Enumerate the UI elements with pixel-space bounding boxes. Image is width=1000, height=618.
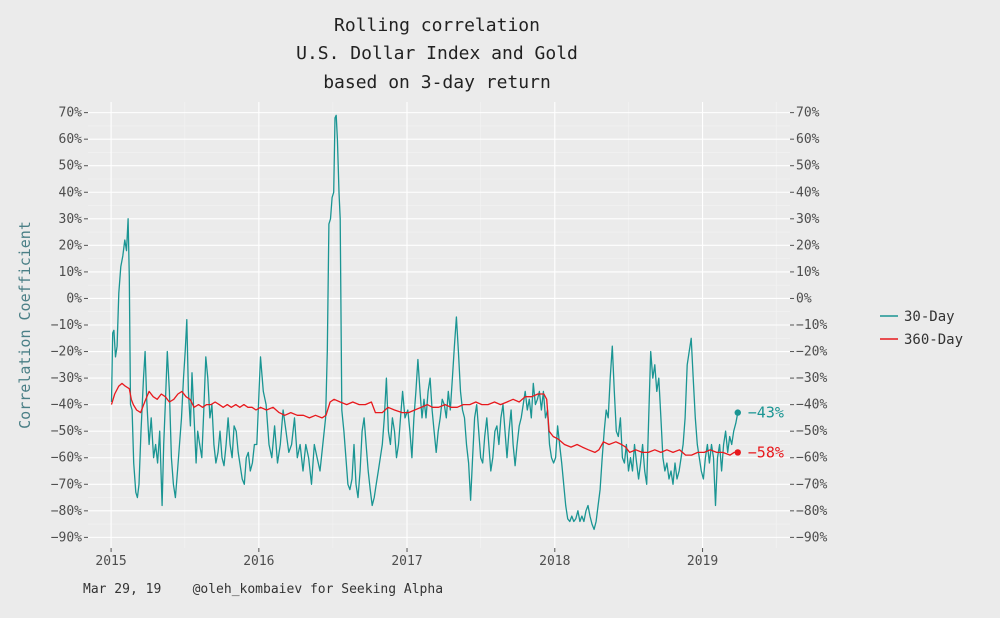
y-tick-label-right: −60% (796, 451, 827, 466)
y-tick-label-right: 20% (796, 238, 820, 253)
y-tick-label-right: 0% (796, 291, 812, 306)
x-tick-label: 2015 (95, 554, 126, 569)
y-tick-label: −50% (51, 424, 82, 439)
y-tick-label: −80% (51, 504, 82, 519)
y-tick-label: 50% (59, 159, 83, 174)
y-tick-label-right: −50% (796, 424, 827, 439)
y-axis-right: 70% 60% 50% 40% 30% 20% 10% 0% −10% −20% −30% −40% −… (790, 106, 827, 545)
x-tick-label: 2018 (539, 554, 570, 569)
y-tick-label: −70% (51, 477, 82, 492)
x-tick-label: 2016 (243, 554, 274, 569)
y-tick-label: −10% (51, 318, 82, 333)
y-tick-label-right: −20% (796, 345, 827, 360)
y-tick-label-right: 50% (796, 159, 820, 174)
caption: Mar 29, 19 @oleh_kombaiev for Seeking Al… (83, 582, 444, 597)
y-tick-label: −30% (51, 371, 82, 386)
y-tick-label: −90% (51, 530, 82, 545)
series-line-30-day (110, 114, 739, 531)
y-tick-label: 0% (66, 291, 82, 306)
y-axis-left: 70% 60% 50% 40% 30% 20% 10% 0% −10% −20% −30% −40% −… (51, 106, 88, 545)
y-tick-label: −40% (51, 398, 82, 413)
end-point-30-day (734, 409, 741, 416)
series-lines (110, 114, 739, 531)
y-tick-label-right: −90% (796, 530, 827, 545)
y-axis-label: Correlation Coefficient (16, 221, 34, 429)
end-value-labels: −43% −58% (734, 404, 784, 461)
y-tick-label-right: 40% (796, 185, 820, 200)
y-tick-label-right: −70% (796, 477, 827, 492)
legend-label-360-day: 360-Day (904, 332, 963, 348)
y-tick-label: 30% (59, 212, 83, 227)
y-tick-label-right: 60% (796, 132, 820, 147)
y-tick-label-right: 10% (796, 265, 820, 280)
y-tick-label: 20% (59, 238, 83, 253)
x-axis: 2015 2016 2017 2018 2019 (95, 548, 718, 569)
end-label-30-day: −43% (748, 404, 784, 422)
series-line-360-day (110, 382, 738, 456)
y-tick-label: 40% (59, 185, 83, 200)
y-tick-label-right: 70% (796, 106, 820, 121)
legend-label-30-day: 30-Day (904, 309, 955, 325)
y-tick-label-right: −80% (796, 504, 827, 519)
chart-title: Rolling correlation U.S. Dollar Index an… (296, 15, 578, 93)
y-tick-label-right: −40% (796, 398, 827, 413)
x-tick-label: 2017 (391, 554, 422, 569)
title-line-2: U.S. Dollar Index and Gold (296, 43, 578, 64)
end-label-360-day: −58% (748, 443, 784, 461)
y-tick-label: 60% (59, 132, 83, 147)
y-tick-label: −20% (51, 345, 82, 360)
title-line-1: Rolling correlation (334, 15, 540, 36)
y-tick-label-right: −10% (796, 318, 827, 333)
y-tick-label: 70% (59, 106, 83, 121)
y-tick-label-right: 30% (796, 212, 820, 227)
y-tick-label-right: −30% (796, 371, 827, 386)
title-line-3: based on 3-day return (323, 72, 551, 93)
y-tick-label: −60% (51, 451, 82, 466)
end-point-360-day (734, 449, 741, 456)
x-tick-label: 2019 (687, 554, 718, 569)
legend: 30-Day 360-Day (880, 309, 963, 348)
y-tick-label: 10% (59, 265, 83, 280)
